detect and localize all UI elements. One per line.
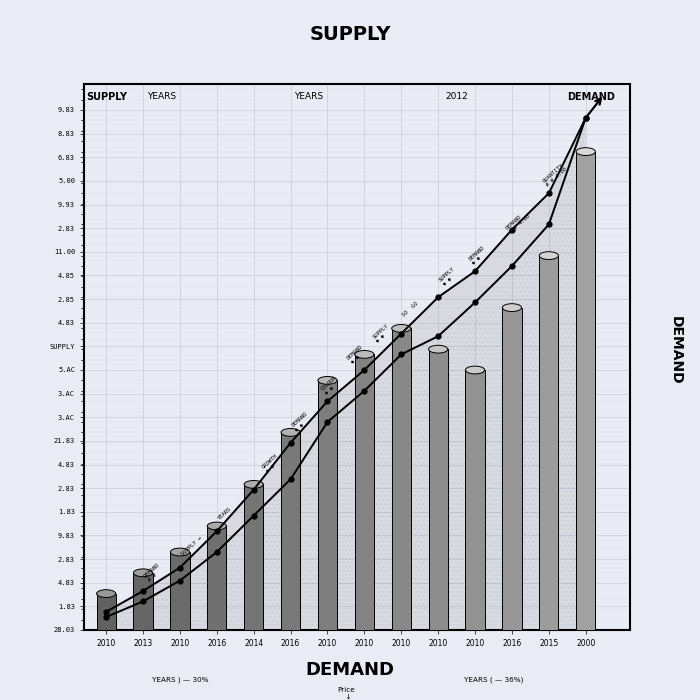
Ellipse shape (576, 148, 595, 155)
Bar (97, 594, 116, 630)
Bar (355, 354, 374, 630)
Bar (466, 370, 484, 630)
Ellipse shape (244, 480, 263, 489)
Bar (392, 328, 411, 630)
Text: YEARS: YEARS (295, 92, 323, 101)
Bar (170, 552, 190, 630)
Text: GROWTH
◆ ◆: GROWTH ◆ ◆ (261, 453, 283, 474)
Text: DEMAND
# # 4.00: DEMAND # # 4.00 (505, 209, 531, 234)
Text: DEMAND
◆ ◆: DEMAND ◆ ◆ (290, 412, 312, 433)
Bar (576, 152, 595, 630)
Ellipse shape (281, 428, 300, 436)
Text: SUPPLY: SUPPLY (309, 25, 391, 43)
Text: YEARS ( — 36%): YEARS ( — 36%) (464, 677, 523, 683)
Text: YEARS: YEARS (217, 506, 232, 521)
Bar (428, 349, 448, 630)
Text: DEMAND: DEMAND (305, 661, 395, 679)
Text: SUPPLY
◆ ◆: SUPPLY ◆ ◆ (438, 266, 460, 287)
Bar (539, 256, 559, 630)
Ellipse shape (466, 366, 484, 374)
Ellipse shape (392, 325, 411, 332)
Text: YEARS: YEARS (147, 92, 176, 101)
Bar (207, 526, 226, 630)
Bar (318, 380, 337, 630)
Ellipse shape (355, 351, 374, 358)
Text: DEMAND: DEMAND (568, 92, 615, 102)
Text: SO  GO: SO GO (401, 301, 419, 318)
Text: DEMAND
# #: DEMAND # # (143, 562, 164, 583)
Text: SUPPLY →: SUPPLY → (180, 536, 202, 557)
Ellipse shape (428, 345, 448, 353)
Ellipse shape (318, 377, 337, 384)
Text: COLOUR
◆ ◆: COLOUR ◆ ◆ (320, 375, 342, 396)
Ellipse shape (207, 522, 226, 530)
Text: DEMAND: DEMAND (668, 316, 682, 384)
Text: SUPPLY: SUPPLY (86, 92, 127, 102)
Text: 2012: 2012 (445, 92, 468, 101)
Bar (281, 433, 300, 630)
Ellipse shape (134, 569, 153, 577)
Ellipse shape (539, 252, 559, 260)
Ellipse shape (97, 589, 116, 598)
Text: DEMAND
◆ ◆: DEMAND ◆ ◆ (468, 245, 489, 266)
Text: SUPPLY
◆ ◆: SUPPLY ◆ ◆ (372, 323, 393, 344)
Text: DEMAND
◆ ◆: DEMAND ◆ ◆ (346, 344, 368, 365)
Text: Price
  ↓: Price ↓ (337, 687, 355, 700)
Bar (244, 484, 263, 630)
Text: QUANTITY
# # 4.00: QUANTITY # # 4.00 (542, 162, 568, 188)
Bar (503, 307, 522, 630)
Text: YEARS ) — 30%: YEARS ) — 30% (152, 677, 208, 683)
Ellipse shape (170, 548, 190, 556)
Ellipse shape (503, 304, 522, 312)
Bar (134, 573, 153, 630)
